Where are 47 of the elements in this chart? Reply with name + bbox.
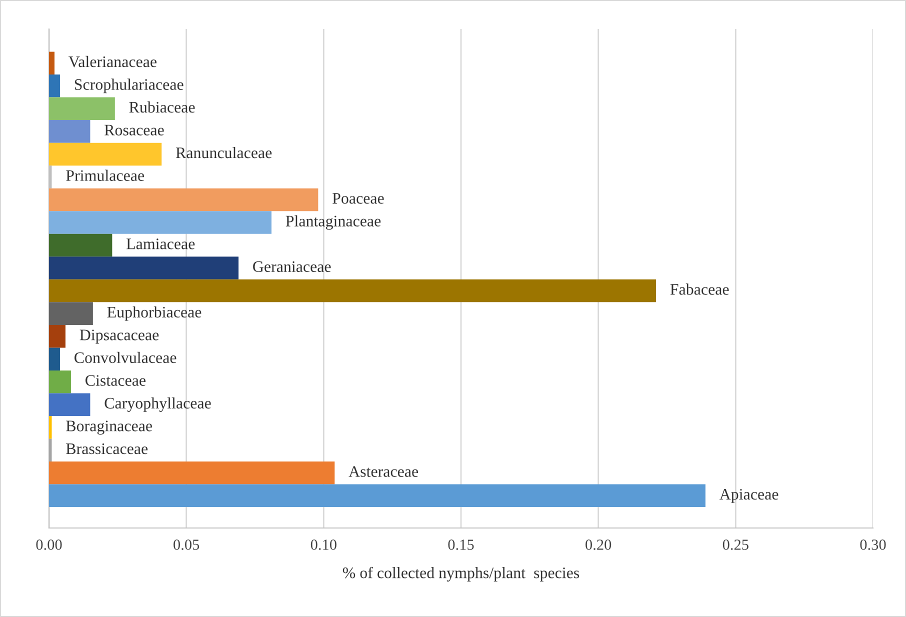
y-tick-label: Poaceae	[332, 193, 384, 204]
bar	[49, 324, 66, 348]
x-tick-label: 0.00	[36, 540, 62, 550]
y-tick-label: Rosaceae	[104, 124, 164, 136]
bar	[49, 234, 112, 257]
bar	[49, 302, 93, 325]
y-tick-label: Fabaceae	[670, 284, 729, 295]
y-tick-label: Scrophulariaceae	[74, 78, 184, 94]
bar	[49, 416, 52, 439]
bar	[49, 211, 272, 234]
x-tick-label: 0.10	[310, 540, 336, 550]
y-tick-label: Asteraceae	[348, 466, 418, 477]
y-tick-label: Ranunculaceae	[176, 146, 272, 158]
bar	[49, 370, 71, 394]
bar	[49, 120, 90, 143]
y-tick-label: Caryophyllaceae	[104, 397, 211, 412]
x-tick-label: 0.30	[860, 540, 886, 550]
y-tick-label: Plantaginaceae	[286, 215, 381, 230]
bar	[49, 256, 239, 280]
y-tick-label: Brassicaceae	[66, 443, 148, 454]
bar	[49, 142, 162, 166]
y-tick-label: Boraginaceae	[66, 420, 152, 435]
bar	[49, 97, 115, 120]
bar	[49, 74, 60, 98]
x-tick-label: 0.05	[174, 540, 200, 550]
y-tick-label: Convolvulaceae	[74, 352, 176, 364]
bar	[49, 348, 60, 370]
y-tick-label: Geraniaceae	[253, 261, 331, 272]
y-tick-label: Rubiaceae	[129, 101, 195, 113]
bar	[49, 462, 335, 484]
x-tick-label: 0.25	[722, 540, 748, 550]
x-axis-title: % of collected nymphs/plant species	[342, 566, 580, 582]
bar	[49, 393, 90, 416]
y-tick-label: Valerianaceae	[68, 56, 156, 68]
y-tick-label: Euphorbiaceae	[107, 306, 202, 321]
y-tick-label: Apiaceae	[720, 488, 778, 503]
x-tick-label: 0.15	[448, 540, 474, 550]
y-tick-label: Cistaceae	[86, 375, 146, 386]
y-tick-label: Primulaceae	[66, 170, 144, 181]
bar	[49, 484, 706, 508]
bar	[49, 279, 656, 302]
x-tick-label: 0.20	[586, 540, 612, 550]
y-tick-label: Lamiaceae	[126, 238, 195, 250]
bar	[49, 52, 54, 75]
bar	[49, 438, 52, 462]
y-tick-label: Dipsacaceae	[80, 330, 159, 344]
bar	[49, 188, 318, 212]
